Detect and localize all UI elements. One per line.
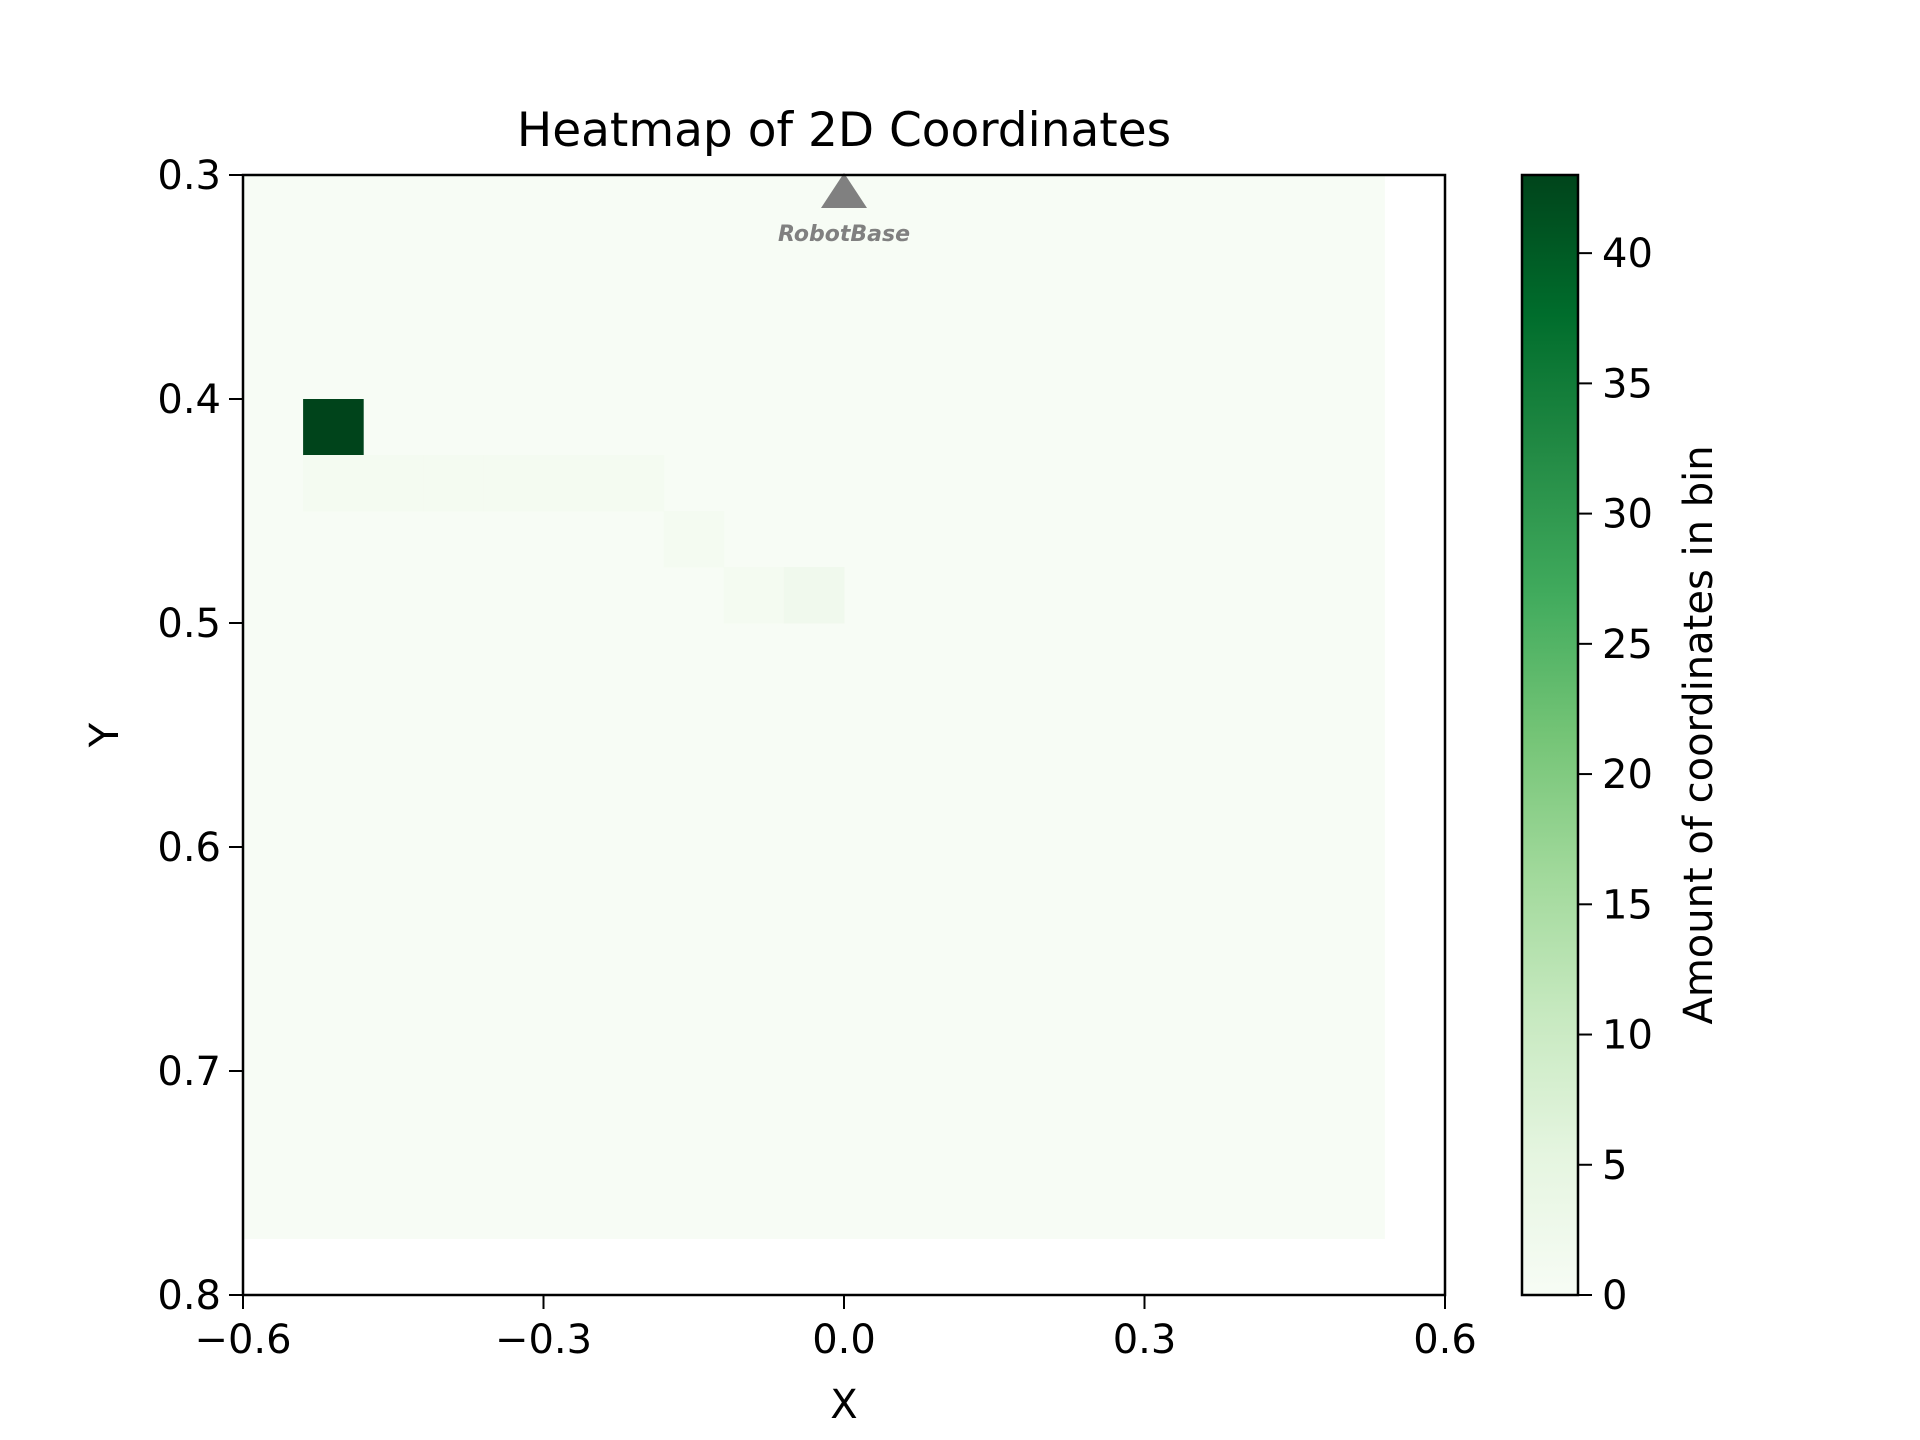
robot-base-label: RobotBase (778, 222, 910, 247)
colorbar-tick-label: 30 (1602, 492, 1653, 538)
y-tick-label: 0.7 (157, 1049, 221, 1095)
colorbar-tick-label: 5 (1602, 1143, 1627, 1189)
heatmap-cell (303, 399, 364, 456)
colorbar-label: Amount of coordinates in bin (1676, 445, 1722, 1024)
heatmap-cells (243, 175, 1385, 1239)
colorbar-tick-label: 15 (1602, 882, 1653, 928)
x-axis-ticks: −0.6 −0.3 0.0 0.3 0.6 (194, 1295, 1477, 1363)
x-tick-label: 0.3 (1113, 1317, 1177, 1363)
x-tick-label: −0.3 (495, 1317, 592, 1363)
robot-base-marker (821, 173, 867, 208)
heatmap-cell (483, 455, 544, 512)
heatmap-cell (303, 455, 364, 512)
x-tick-label: −0.6 (194, 1317, 291, 1363)
y-tick-label: 0.3 (157, 153, 221, 199)
heatmap-cell (603, 455, 665, 512)
chart-title: Heatmap of 2D Coordinates (517, 103, 1171, 158)
annotations: RobotBase (778, 173, 910, 247)
colorbar-tick-label: 20 (1602, 752, 1653, 798)
y-tick-label: 0.4 (157, 377, 221, 423)
x-tick-label: 0.6 (1413, 1317, 1477, 1363)
y-axis-label: Y (82, 722, 128, 748)
y-tick-label: 0.5 (157, 601, 221, 647)
x-axis-label: X (830, 1382, 857, 1428)
heatmap-cell (783, 567, 845, 624)
x-tick-label: 0.0 (812, 1317, 876, 1363)
y-tick-label: 0.6 (157, 825, 221, 871)
y-tick-label: 0.8 (157, 1273, 221, 1319)
colorbar-tick-label: 25 (1602, 622, 1653, 668)
colorbar-tick-label: 0 (1602, 1273, 1627, 1319)
colorbar-tick-label: 10 (1602, 1013, 1653, 1059)
heatmap-cell (423, 455, 484, 512)
colorbar-ticks: 0 5 10 15 20 25 30 35 40 (1578, 231, 1653, 1319)
heatmap-cell (543, 455, 605, 512)
y-axis-ticks: 0.3 0.4 0.5 0.6 0.7 0.8 (157, 153, 243, 1319)
heatmap-cell (663, 511, 725, 568)
heatmap-cell (363, 455, 424, 512)
colorbar-tick-label: 35 (1602, 361, 1653, 407)
colorbar (1520, 173, 1580, 1297)
heatmap-cell (723, 567, 785, 624)
heatmap-background (243, 175, 1385, 1239)
colorbar-tick-label: 40 (1602, 231, 1653, 277)
